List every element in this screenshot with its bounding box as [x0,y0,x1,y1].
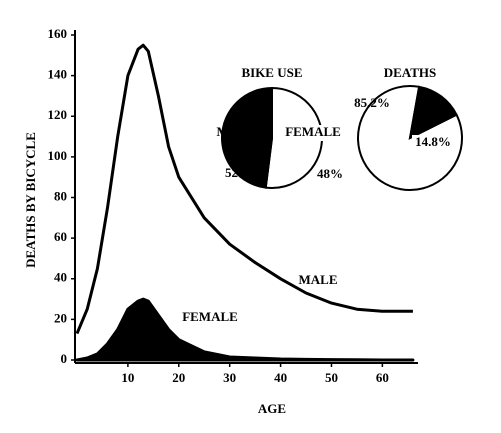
pie-slice [221,86,273,189]
category-label: FEMALE [285,124,341,139]
x-tick-label: 50 [325,370,338,385]
category-label: MALE [217,124,256,139]
y-tick-label: 100 [48,148,68,163]
value-label: 14.8% [415,134,451,149]
pie-slice [408,85,458,140]
line [75,43,413,335]
y-tick-label: 20 [54,310,67,325]
x-tick-label: 10 [121,370,134,385]
series-label: FEMALE [182,309,238,324]
x-tick-label: 20 [172,370,185,385]
series-label: MALE [299,272,338,287]
x-tick-label: 30 [223,370,236,385]
y-tick-label: 140 [48,67,68,82]
y-tick-label: 40 [54,270,67,285]
x-tick-label: 40 [274,370,287,385]
value-label: 85.2% [354,95,390,110]
pie-title: DEATHS [384,65,437,80]
x-axis-label: AGE [258,401,286,416]
area [75,297,415,362]
pie-title: BIKE USE [241,65,302,80]
y-tick-label: 60 [54,229,67,244]
value-label: 48% [317,166,343,181]
x-tick-label: 60 [376,370,389,385]
y-tick-label: 0 [61,351,68,366]
value-label: 52% [225,165,251,180]
y-tick-label: 120 [48,107,68,122]
y-tick-label: 160 [48,26,68,41]
label-box [281,125,345,141]
y-tick-label: 80 [54,188,67,203]
y-axis-label: DEATHS BY BICYCLE [23,132,38,268]
label-box [412,135,454,151]
